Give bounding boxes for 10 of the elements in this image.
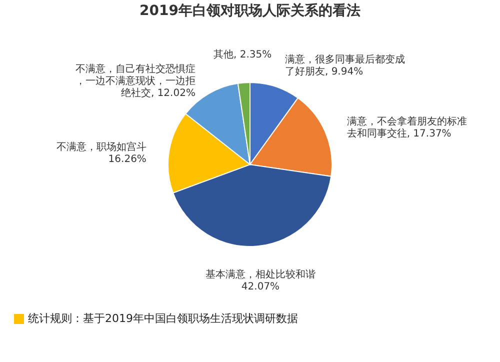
data-label: 16.26% xyxy=(108,154,146,166)
chart-title: 2019年白领对职场人际关系的看法 xyxy=(140,2,360,19)
slice-label: 满意，不会拿着朋友的标准去和同事交往, 17.37% xyxy=(346,115,467,140)
slice-label: 不满意，职场如宫斗 xyxy=(56,141,146,154)
slice-label: 基本满意，相处比较和谐 xyxy=(205,268,316,280)
data-label: 42.07% xyxy=(241,281,280,292)
slice-label: 其他, 2.35% xyxy=(214,48,272,60)
slice-label: 不满意，自己有社交恐惧症，一边不满意现状，一边拒绝社交, 12.02% xyxy=(75,62,196,99)
text: 统计规则：基于2019年中国白领职场生活现状调研数据 xyxy=(28,311,298,326)
slice-label: 满意，很多同事最后都变成了好朋友, 9.94% xyxy=(284,53,405,78)
